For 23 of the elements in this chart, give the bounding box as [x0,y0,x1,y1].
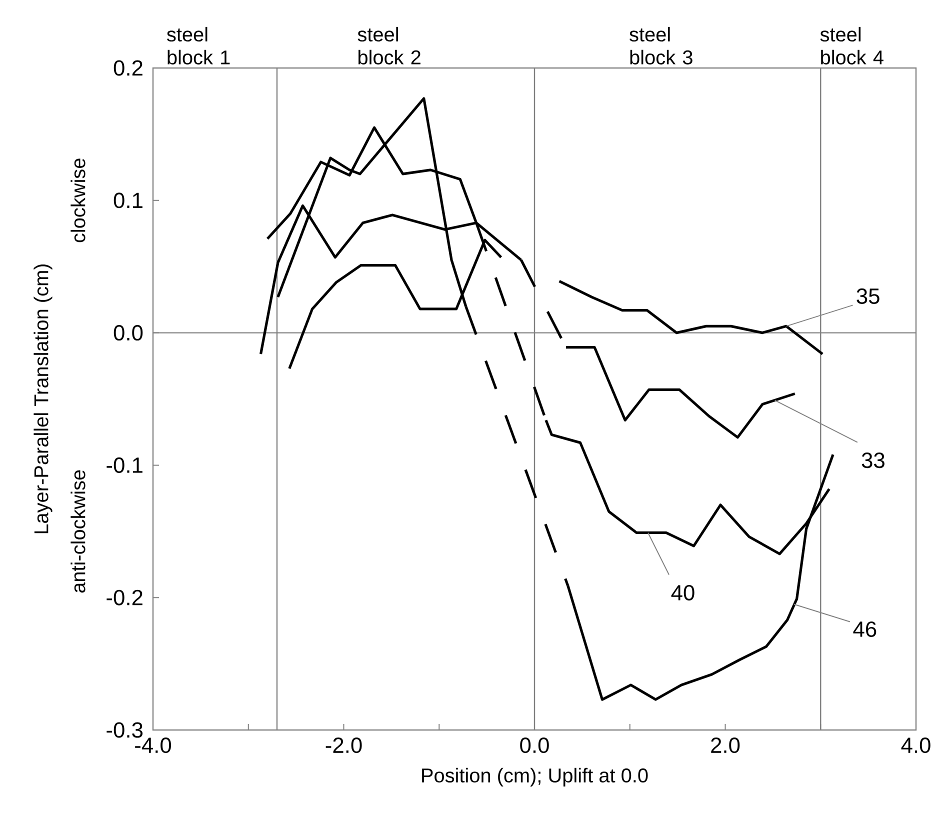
text: anti-clockwise [70,470,86,593]
annotation: 35 [856,288,880,304]
y-tick-label: 0.1 [114,192,142,208]
annotation: 46 [853,621,876,637]
x-tick-label: -2.0 [326,738,362,754]
y-tick-label: -0.3 [106,722,143,738]
text: steel block 3 [630,26,692,64]
y-tick-label: 0.2 [114,60,142,76]
annotation: 33 [862,452,884,468]
text: steel block 4 [820,26,884,64]
y-tick-label: -0.2 [106,590,142,606]
text: steel block 2 [358,26,420,64]
text: clockwise [70,158,86,242]
x-tick-label: 4.0 [901,738,930,754]
x-tick-label: -4.0 [135,738,172,754]
text: steel block 1 [167,26,230,64]
annotation: 40 [671,584,694,600]
x-axis-title: Position (cm); Uplift at 0.0 [422,768,648,786]
y-tick-label: -0.1 [106,457,142,473]
y-axis-title: Layer-Parallel Translation (cm) [34,264,52,534]
x-tick-label: 0.0 [520,738,549,754]
y-tick-label: 0.0 [114,325,143,341]
x-tick-label: 2.0 [711,738,740,754]
